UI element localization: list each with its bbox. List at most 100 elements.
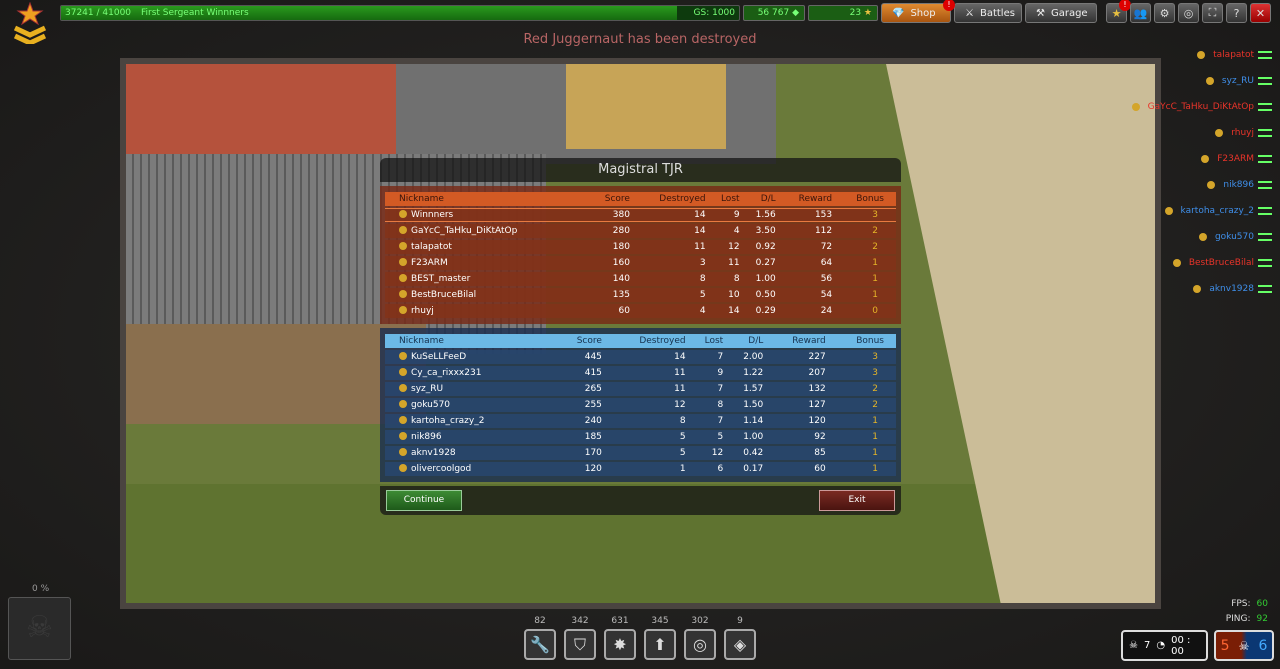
cell-text: 72	[820, 242, 833, 252]
cell-text: 2	[872, 226, 878, 236]
bonus-cell: 1	[836, 272, 896, 286]
alert-badge-icon: !	[943, 0, 955, 11]
cell-text: 1.14	[743, 416, 764, 426]
shop-label: Shop	[910, 7, 936, 19]
cell-text: BestBruceBilal	[411, 290, 477, 300]
rank-insignia-icon	[13, 2, 47, 44]
supply-damage[interactable]: 631 ✸	[604, 616, 636, 660]
column-header: Score	[590, 192, 634, 206]
cell-text: 92	[814, 432, 826, 442]
cell-text: 120	[808, 416, 826, 426]
destroyed-cell: 4	[633, 304, 710, 318]
reward-cell: 132	[767, 382, 830, 396]
player-name: aknv1928	[1209, 284, 1254, 294]
nickname-cell: KuSeLLFeeD	[385, 350, 558, 364]
destroyed-cell: 5	[633, 288, 710, 302]
bonus-cell: 1	[836, 256, 896, 270]
reward-cell: 64	[779, 256, 837, 270]
lost-cell: 8	[709, 272, 744, 286]
supply-count: 302	[691, 616, 709, 626]
reward-cell: 60	[767, 462, 830, 476]
cell-text: 54	[820, 290, 833, 300]
dl-ratio-cell: 0.17	[727, 462, 768, 476]
score-cell: 140	[590, 272, 634, 286]
reward-cell: 85	[767, 446, 830, 460]
player-list-item: GaYcC_TaHku_DiKtAtOp	[1131, 94, 1272, 120]
friends-button[interactable]: 👥	[1130, 3, 1151, 23]
nickname-cell: nik896	[385, 430, 558, 444]
lost-cell: 7	[689, 350, 728, 364]
cell-text: 8	[733, 274, 740, 284]
player-list-item: nik896	[1132, 172, 1272, 198]
supply-shield[interactable]: 342 ⛉	[564, 616, 596, 660]
dl-ratio-cell: 1.57	[727, 382, 768, 396]
destroyed-cell: 14	[633, 208, 710, 222]
gear-score: GS: 1000	[693, 8, 735, 18]
cell-text: 1.56	[755, 210, 776, 220]
exit-button[interactable]: Exit	[819, 490, 895, 511]
cell-text: 11	[674, 384, 686, 394]
cell-text: KuSeLLFeeD	[411, 352, 467, 362]
supply-gold-box[interactable]: 9 ◈	[724, 616, 756, 660]
close-button[interactable]: ✕	[1250, 3, 1271, 23]
lost-cell: 7	[689, 382, 728, 396]
battles-label: Battles	[979, 7, 1015, 19]
game-viewport	[120, 58, 1161, 609]
continue-button[interactable]: Continue	[386, 490, 462, 511]
supply-speed-arrow[interactable]: 345 ⬆	[644, 616, 676, 660]
bonus-cell: 1	[829, 430, 896, 444]
player-list: talapatot syz_RU GaYcC_TaHku_DiKtAtOp rhuyj…	[1131, 42, 1272, 302]
table-row: Cy_ca_rixxx231 415 11 9 1.22 207 3	[385, 366, 896, 380]
speed-arrow-icon: ⬆	[644, 629, 676, 660]
cell-text: 5	[679, 432, 686, 442]
lost-cell: 7	[689, 414, 728, 428]
missions-button[interactable]: ★!	[1106, 0, 1131, 23]
lost-cell: 6	[689, 462, 728, 476]
bonus-cell: 2	[836, 240, 896, 254]
supply-wrench[interactable]: 82 🔧	[524, 616, 556, 660]
cell-text: 240	[584, 416, 602, 426]
cell-text: kartoha_crazy_2	[411, 416, 485, 426]
rank-icon	[1205, 77, 1214, 85]
bonus-cell: 3	[829, 350, 896, 364]
skull-icon: ☠	[1238, 638, 1250, 653]
fullscreen-button[interactable]: ⛶	[1202, 3, 1223, 23]
cell-text: 1.57	[743, 384, 764, 394]
settings-button[interactable]: ⚙	[1154, 3, 1175, 23]
ping-label: PING:	[1225, 614, 1251, 624]
bonus-cell: 1	[829, 462, 896, 476]
garage-button[interactable]: ⚒ Garage	[1025, 3, 1097, 23]
gold-box-icon: ◈	[724, 629, 756, 660]
battles-button[interactable]: ⚔ Battles	[954, 3, 1022, 23]
destroyed-cell: 1	[605, 462, 690, 476]
damage-icon: ✸	[604, 629, 636, 660]
cell-text: 135	[612, 290, 630, 300]
wrench-icon: 🔧	[524, 629, 556, 660]
lost-cell: 11	[709, 256, 744, 270]
score-cell: 135	[590, 288, 634, 302]
dl-ratio-cell: 1.00	[743, 272, 780, 286]
column-header: Bonus	[836, 192, 896, 206]
bonus-cell: 3	[829, 366, 896, 380]
cell-text: 14	[674, 352, 686, 362]
cell-text: 24	[820, 306, 833, 316]
fps-value: 60	[1256, 599, 1268, 609]
destroyed-cell: 8	[633, 272, 710, 286]
player-name: nik896	[1223, 180, 1254, 190]
help-button[interactable]: ?	[1226, 3, 1247, 23]
bonus-cell: 1	[829, 446, 896, 460]
rank-icon	[1131, 103, 1140, 111]
lost-cell: 4	[709, 224, 744, 238]
player-name: goku570	[1214, 232, 1254, 242]
table-row: GaYcC_TaHku_DiKtAtOp 280 14 4 3.50 112 2	[385, 224, 896, 238]
supply-mine[interactable]: 302 ◎	[684, 616, 716, 660]
sound-button[interactable]: ◎	[1178, 3, 1199, 23]
kill-limit: 7	[1143, 640, 1151, 651]
table-row: olivercoolgod 120 1 6 0.17 60 1	[385, 462, 896, 476]
nickname-cell: talapatot	[385, 240, 591, 254]
battle-results-panel: Magistral TJR Nickname Score Destroyed Lost…	[380, 158, 901, 515]
rank-icon	[1197, 51, 1206, 59]
shop-button[interactable]: 💎 Shop!	[881, 0, 955, 23]
supply-count: 342	[571, 616, 589, 626]
cell-text: 0.29	[755, 306, 776, 316]
